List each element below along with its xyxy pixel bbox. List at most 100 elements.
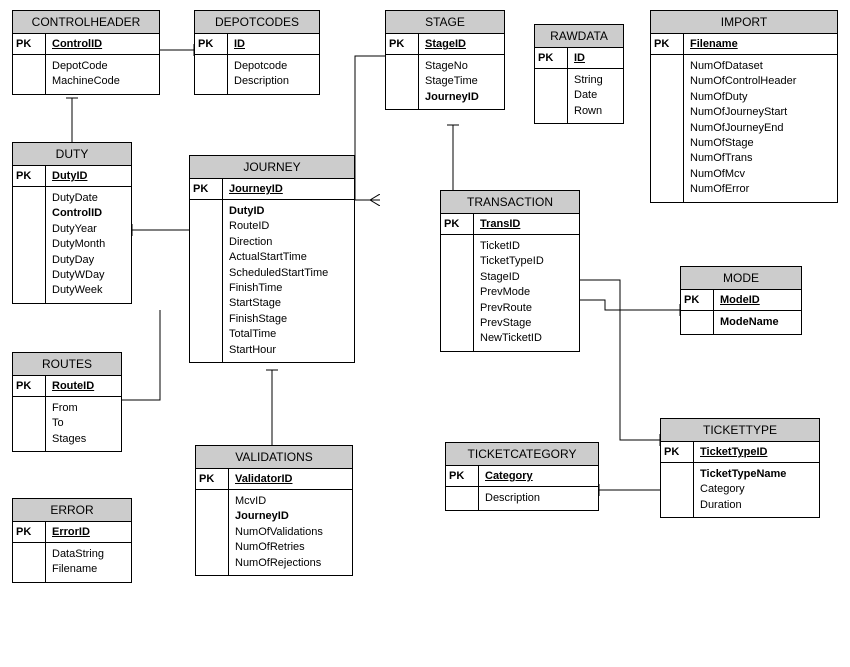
pk-key: Category bbox=[479, 466, 598, 486]
attr-line: JourneyID bbox=[425, 90, 498, 105]
attr-line: StartHour bbox=[229, 343, 348, 358]
entity-ticketcategory: TICKETCATEGORYPKCategory Description bbox=[445, 442, 599, 511]
attr-col: ModeName bbox=[714, 311, 801, 334]
relationship-line bbox=[580, 280, 660, 440]
entity-title: ROUTES bbox=[13, 353, 121, 376]
attr-line: DutyWDay bbox=[52, 268, 125, 283]
attr-line: NumOfTrans bbox=[690, 151, 831, 166]
attr-line: TicketTypeID bbox=[480, 254, 573, 269]
entity-title: DUTY bbox=[13, 143, 131, 166]
entity-import: IMPORTPKFilename NumOfDatasetNumOfContro… bbox=[650, 10, 838, 203]
pk-col-blank bbox=[13, 187, 46, 303]
attr-line: NumOfMcv bbox=[690, 167, 831, 182]
pk-key: ModeID bbox=[714, 290, 801, 310]
attr-line: PrevStage bbox=[480, 316, 573, 331]
attr-col: StringDateRown bbox=[568, 69, 623, 123]
pk-key: StageID bbox=[419, 34, 504, 54]
entity-attrs: DutyDateControlIDDutyYearDutyMonthDutyDa… bbox=[13, 187, 131, 303]
attr-line: PrevMode bbox=[480, 285, 573, 300]
pk-col-blank bbox=[535, 69, 568, 123]
attr-line: Rown bbox=[574, 104, 617, 119]
pk-col-blank bbox=[681, 311, 714, 334]
entity-title: DEPOTCODES bbox=[195, 11, 319, 34]
entity-pk-row: PKID bbox=[195, 34, 319, 55]
pk-col-blank bbox=[661, 463, 694, 517]
pk-key: ValidatorID bbox=[229, 469, 352, 489]
relationship-line bbox=[580, 300, 680, 310]
entity-attrs: Description bbox=[446, 487, 598, 510]
pk-label: PK bbox=[441, 214, 474, 234]
attr-line: FinishStage bbox=[229, 312, 348, 327]
pk-col-blank bbox=[196, 490, 229, 575]
entity-attrs: DutyIDRouteIDDirectionActualStartTimeSch… bbox=[190, 200, 354, 362]
attr-line: Date bbox=[574, 88, 617, 103]
attr-line: NumOfValidations bbox=[235, 525, 346, 540]
pk-col-blank bbox=[386, 55, 419, 109]
attr-line: To bbox=[52, 416, 115, 431]
entity-pk-row: PKDutyID bbox=[13, 166, 131, 187]
attr-col: FromToStages bbox=[46, 397, 121, 451]
attr-line: ScheduledStartTime bbox=[229, 266, 348, 281]
entity-rawdata: RAWDATAPKID StringDateRown bbox=[534, 24, 624, 124]
entity-pk-row: PKCategory bbox=[446, 466, 598, 487]
entity-stage: STAGEPKStageID StageNoStageTimeJourneyID bbox=[385, 10, 505, 110]
entity-mode: MODEPKModeID ModeName bbox=[680, 266, 802, 335]
attr-line: Description bbox=[234, 74, 313, 89]
attr-line: Description bbox=[485, 491, 592, 506]
pk-label: PK bbox=[195, 34, 228, 54]
attr-line: FinishTime bbox=[229, 281, 348, 296]
pk-label: PK bbox=[661, 442, 694, 462]
attr-line: StageTime bbox=[425, 74, 498, 89]
attr-line: NumOfRetries bbox=[235, 540, 346, 555]
attr-line: Duration bbox=[700, 498, 813, 513]
pk-label: PK bbox=[13, 376, 46, 396]
entity-journey: JOURNEYPKJourneyID DutyIDRouteIDDirectio… bbox=[189, 155, 355, 363]
entity-title: TICKETCATEGORY bbox=[446, 443, 598, 466]
entity-attrs: TicketIDTicketTypeIDStageIDPrevModePrevR… bbox=[441, 235, 579, 351]
entity-attrs: DepotcodeDescription bbox=[195, 55, 319, 94]
pk-label: PK bbox=[535, 48, 568, 68]
entity-pk-row: PKTransID bbox=[441, 214, 579, 235]
entity-attrs: StageNoStageTimeJourneyID bbox=[386, 55, 504, 109]
attr-line: TicketTypeName bbox=[700, 467, 813, 482]
relationship-line bbox=[122, 310, 160, 400]
attr-line: DutyWeek bbox=[52, 283, 125, 298]
pk-key: RouteID bbox=[46, 376, 121, 396]
attr-col: DepotCodeMachineCode bbox=[46, 55, 159, 94]
attr-line: PrevRoute bbox=[480, 301, 573, 316]
entity-title: RAWDATA bbox=[535, 25, 623, 48]
pk-col-blank bbox=[13, 543, 46, 582]
attr-line: StageID bbox=[480, 270, 573, 285]
entity-attrs: McvIDJourneyIDNumOfValidationsNumOfRetri… bbox=[196, 490, 352, 575]
attr-line: Depotcode bbox=[234, 59, 313, 74]
attr-line: ControlID bbox=[52, 206, 125, 221]
attr-line: RouteID bbox=[229, 219, 348, 234]
entity-pk-row: PKFilename bbox=[651, 34, 837, 55]
entity-title: TICKETTYPE bbox=[661, 419, 819, 442]
attr-line: MachineCode bbox=[52, 74, 153, 89]
attr-line: From bbox=[52, 401, 115, 416]
attr-col: DataStringFilename bbox=[46, 543, 131, 582]
entity-title: MODE bbox=[681, 267, 801, 290]
attr-line: JourneyID bbox=[235, 509, 346, 524]
attr-line: DutyDate bbox=[52, 191, 125, 206]
attr-line: NumOfControlHeader bbox=[690, 74, 831, 89]
attr-line: TotalTime bbox=[229, 327, 348, 342]
entity-pk-row: PKValidatorID bbox=[196, 469, 352, 490]
attr-line: DataString bbox=[52, 547, 125, 562]
entity-title: ERROR bbox=[13, 499, 131, 522]
entity-pk-row: PKModeID bbox=[681, 290, 801, 311]
pk-col-blank bbox=[190, 200, 223, 362]
entity-depotcodes: DEPOTCODESPKID DepotcodeDescription bbox=[194, 10, 320, 95]
entity-attrs: TicketTypeNameCategoryDuration bbox=[661, 463, 819, 517]
entity-attrs: DataStringFilename bbox=[13, 543, 131, 582]
entity-controlheader: CONTROLHEADERPKControlID DepotCodeMachin… bbox=[12, 10, 160, 95]
entity-title: VALIDATIONS bbox=[196, 446, 352, 469]
entity-attrs: ModeName bbox=[681, 311, 801, 334]
attr-line: NewTicketID bbox=[480, 331, 573, 346]
pk-label: PK bbox=[386, 34, 419, 54]
entity-pk-row: PKRouteID bbox=[13, 376, 121, 397]
pk-key: ID bbox=[568, 48, 623, 68]
pk-col-blank bbox=[13, 397, 46, 451]
pk-label: PK bbox=[13, 34, 46, 54]
